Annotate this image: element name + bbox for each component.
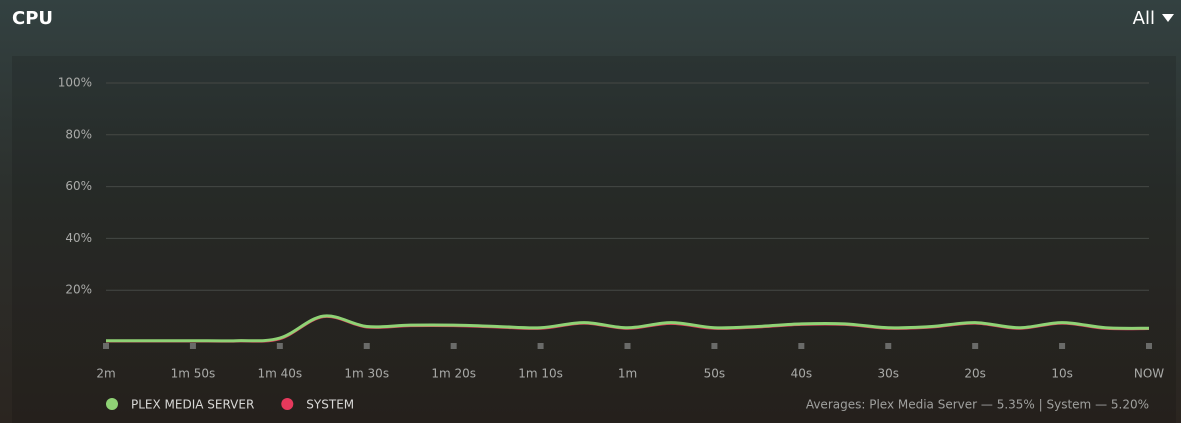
x-tick-marker <box>276 343 283 349</box>
x-tick-label: 1m 50s <box>171 367 216 381</box>
x-tick-marker <box>363 343 370 349</box>
x-tick-marker <box>711 343 718 349</box>
x-tick-marker <box>1146 343 1152 349</box>
y-tick-label: 20% <box>65 283 92 297</box>
y-tick-label: 40% <box>65 231 92 245</box>
x-tick-marker <box>103 343 109 349</box>
series-line <box>105 314 1150 343</box>
x-tick-label: 10s <box>1051 367 1073 381</box>
x-tick-marker <box>972 343 979 349</box>
x-tick-marker <box>537 343 544 349</box>
x-tick-label: 1m <box>618 367 637 381</box>
x-tick-marker <box>1059 343 1066 349</box>
y-tick-label: 80% <box>65 127 92 141</box>
x-tick-label: 2m <box>96 367 115 381</box>
legend-swatch <box>281 398 294 410</box>
x-tick-label: 1m 10s <box>518 367 563 381</box>
averages-note: Averages: Plex Media Server — 5.35% | Sy… <box>806 398 1149 412</box>
x-tick-label: 1m 20s <box>431 367 476 381</box>
x-tick-marker <box>624 343 631 349</box>
x-tick-label: 20s <box>964 367 986 381</box>
x-tick-label: 1m 30s <box>344 367 389 381</box>
y-tick-label: 100% <box>58 76 92 90</box>
legend-label: SYSTEM <box>306 398 354 412</box>
x-tick-label: 50s <box>704 367 726 381</box>
legend-label: PLEX MEDIA SERVER <box>131 398 254 412</box>
x-tick-marker <box>189 343 196 349</box>
legend-swatch <box>106 398 118 410</box>
filter-dropdown[interactable]: All <box>1133 8 1155 29</box>
x-tick-label: 40s <box>791 367 813 381</box>
x-tick-label: 1m 40s <box>257 367 302 381</box>
x-tick-label: 30s <box>877 367 899 381</box>
dropdown-arrow[interactable] <box>1162 14 1174 22</box>
x-tick-marker <box>798 343 805 349</box>
x-tick-label: NOW <box>1134 367 1164 381</box>
x-tick-marker <box>885 343 892 349</box>
plot: 20% 40% 60% 80% 100% 2m 1m 50s 1m 40s 1m 30s 1m 2… <box>58 76 1165 412</box>
y-tick-label: 60% <box>65 179 92 193</box>
chart-background <box>12 56 1176 423</box>
panel-title: CPU <box>12 8 53 29</box>
x-tick-marker <box>450 343 457 349</box>
